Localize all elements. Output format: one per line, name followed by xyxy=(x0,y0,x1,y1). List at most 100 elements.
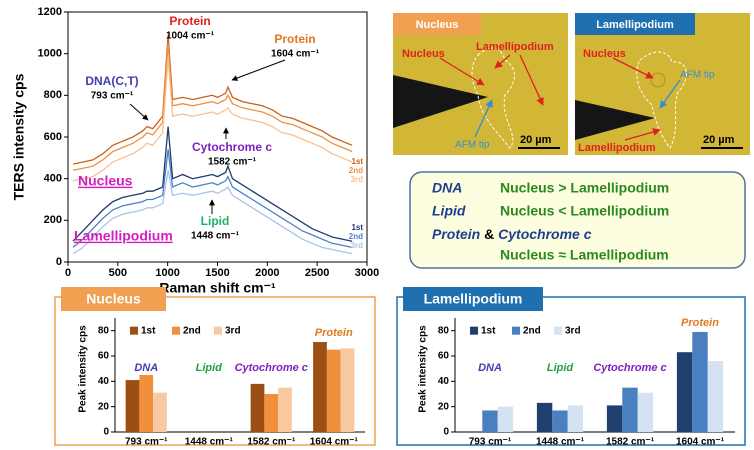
legend-swatch xyxy=(214,327,222,335)
image-label: Nucleus xyxy=(583,48,626,60)
x-tick-label: 1582 cm⁻¹ xyxy=(606,437,655,448)
y-tick-label: 0 xyxy=(56,256,62,268)
y-tick-label: 0 xyxy=(103,427,109,438)
micrograph: Nucleus Nucleus Lamellipodium AFM tip 20… xyxy=(393,13,568,155)
y-tick-label: 60 xyxy=(438,351,450,362)
bar xyxy=(139,375,153,432)
scale-bar-label: 20 µm xyxy=(703,134,735,146)
bar xyxy=(498,407,513,432)
x-tick-label: 1500 xyxy=(205,267,229,279)
annotation: 1004 cm⁻¹ xyxy=(166,31,215,42)
bar xyxy=(677,352,692,432)
legend-label: 3rd xyxy=(351,175,364,184)
annotation-arrow xyxy=(232,60,285,80)
legend-label: 2nd xyxy=(349,166,363,175)
group-label: Lipid xyxy=(196,362,223,374)
y-tick-label: 60 xyxy=(98,351,110,362)
bar xyxy=(264,394,278,432)
group-label: Nucleus xyxy=(78,173,133,189)
legend-label: 3rd xyxy=(225,325,241,336)
bar xyxy=(638,393,653,432)
y-tick-label: 40 xyxy=(438,376,450,387)
annotation: Lipid xyxy=(201,214,230,228)
x-tick-label: 793 cm⁻¹ xyxy=(469,437,512,448)
legend-label: 2nd xyxy=(183,325,201,336)
bar xyxy=(708,361,723,432)
x-tick-label: 500 xyxy=(109,267,127,279)
y-tick-label: 20 xyxy=(438,401,450,412)
annotation-arrow xyxy=(130,104,148,120)
bar xyxy=(153,393,167,432)
x-tick-label: 1448 cm⁻¹ xyxy=(185,437,234,448)
legend-label: 2nd xyxy=(349,232,363,241)
legend-label: 3rd xyxy=(565,325,581,336)
image-label: Lamellipodium xyxy=(578,142,656,154)
summary-relation: Nucleus < Lamellipodium xyxy=(500,203,669,219)
legend-label: 1st xyxy=(351,223,363,232)
x-tick-label: 1582 cm⁻¹ xyxy=(247,437,296,448)
figure: Nucleus Nucleus Lamellipodium AFM tip 20… xyxy=(0,0,754,450)
image-label: Nucleus xyxy=(402,48,445,60)
annotation: 1448 cm⁻¹ xyxy=(191,231,240,242)
summary-subject: DNA xyxy=(432,180,462,196)
x-tick-label: 0 xyxy=(65,267,71,279)
summary-subject: Lipid xyxy=(432,203,466,219)
y-tick-label: 400 xyxy=(44,173,62,185)
legend-swatch xyxy=(172,327,180,335)
bar xyxy=(482,410,497,432)
legend-label: 1st xyxy=(481,325,496,336)
y-axis-label: Peak intensity cps xyxy=(78,325,89,413)
summary-subject: Protein xyxy=(432,226,480,242)
bar xyxy=(607,405,622,432)
bar xyxy=(251,384,265,432)
bar xyxy=(327,350,341,432)
y-tick-label: 600 xyxy=(44,131,62,143)
y-tick-label: 0 xyxy=(443,427,449,438)
legend-label: 1st xyxy=(351,157,363,166)
bar xyxy=(692,332,707,432)
x-tick-label: 1604 cm⁻¹ xyxy=(676,437,725,448)
image-label: Lamellipodium xyxy=(476,41,554,53)
summary-subject-line: Protein & Cytochrome c xyxy=(432,226,592,242)
legend-label: 1st xyxy=(141,325,156,336)
group-label: Lamellipodium xyxy=(74,228,173,244)
bar xyxy=(552,410,567,432)
summary-relation: Nucleus > Lamellipodium xyxy=(500,180,669,196)
bar xyxy=(341,348,355,432)
legend-label: 3rd xyxy=(351,241,364,250)
micrograph: Lamellipodium Nucleus AFM tip Lamellipod… xyxy=(575,13,750,155)
group-label: Protein xyxy=(681,317,719,329)
legend-swatch xyxy=(512,327,520,335)
summary-box: DNA Nucleus > Lamellipodium Lipid Nucleu… xyxy=(410,172,745,268)
annotation: 1582 cm⁻¹ xyxy=(208,157,257,168)
summary-relation: Nucleus ≈ Lamellipodium xyxy=(500,247,669,263)
y-axis-label: TERS intensity cps xyxy=(11,73,27,200)
y-tick-label: 20 xyxy=(98,401,110,412)
x-tick-label: 793 cm⁻¹ xyxy=(125,437,168,448)
group-label: Lipid xyxy=(547,362,574,374)
bar xyxy=(313,342,327,432)
bar xyxy=(622,388,637,432)
annotation: Protein xyxy=(169,14,210,28)
image-label: AFM tip xyxy=(455,140,490,151)
panel-title: Nucleus xyxy=(86,291,141,307)
y-tick-label: 200 xyxy=(44,214,62,226)
annotation: DNA(C,T) xyxy=(85,74,138,88)
group-label: Protein xyxy=(315,327,353,339)
image-label: AFM tip xyxy=(680,70,715,81)
scale-bar-label: 20 µm xyxy=(520,134,552,146)
annotation: Cytochrome c xyxy=(192,140,272,154)
panel-title: Lamellipodium xyxy=(424,291,523,307)
y-tick-label: 800 xyxy=(44,89,62,101)
x-tick-label: 1604 cm⁻¹ xyxy=(310,437,359,448)
x-tick-label: 2000 xyxy=(255,267,279,279)
legend-swatch xyxy=(554,327,562,335)
y-tick-label: 40 xyxy=(98,376,110,387)
bar xyxy=(126,380,140,432)
image-title: Nucleus xyxy=(416,19,459,31)
y-axis-label: Peak intensity cps xyxy=(418,325,429,413)
summary-subject: Cytochrome c xyxy=(498,226,592,242)
y-tick-label: 80 xyxy=(98,325,110,336)
image-title: Lamellipodium xyxy=(596,19,674,31)
group-label: DNA xyxy=(478,362,502,374)
